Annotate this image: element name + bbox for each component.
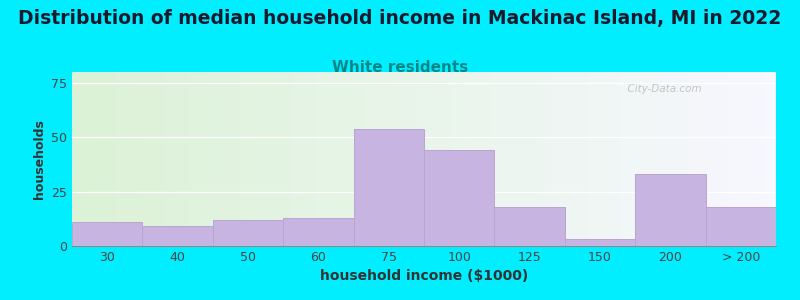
Y-axis label: households: households — [33, 119, 46, 199]
Bar — [635, 174, 706, 246]
Bar — [354, 128, 424, 246]
X-axis label: household income ($1000): household income ($1000) — [320, 269, 528, 284]
Bar — [213, 220, 283, 246]
Bar — [494, 207, 565, 246]
Bar — [565, 239, 635, 246]
Bar — [424, 150, 494, 246]
Bar — [706, 207, 776, 246]
Text: Distribution of median household income in Mackinac Island, MI in 2022: Distribution of median household income … — [18, 9, 782, 28]
Text: White residents: White residents — [332, 60, 468, 75]
Bar — [142, 226, 213, 246]
Text: City-Data.com: City-Data.com — [621, 84, 702, 94]
Bar — [283, 218, 354, 246]
Bar — [72, 222, 142, 246]
